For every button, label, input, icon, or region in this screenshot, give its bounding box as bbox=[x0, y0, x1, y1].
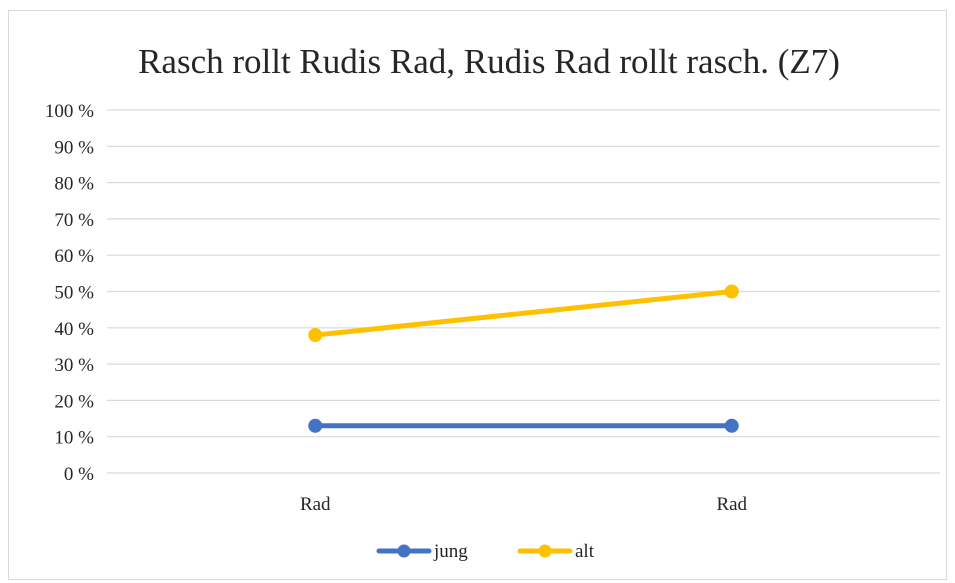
series-alt bbox=[308, 284, 739, 343]
legend-item: alt bbox=[517, 541, 595, 562]
y-tick-label: 20 % bbox=[54, 391, 94, 412]
chart-frame bbox=[8, 10, 947, 580]
y-tick-label: 40 % bbox=[54, 319, 94, 340]
series-line bbox=[312, 289, 735, 338]
y-tick-label: 0 % bbox=[64, 464, 94, 485]
y-tick-label: 100 % bbox=[45, 101, 94, 122]
x-tick-label: Rad bbox=[716, 494, 747, 515]
gridlines bbox=[107, 109, 940, 474]
legend-marker bbox=[397, 544, 411, 558]
data-point bbox=[308, 328, 323, 343]
x-tick-label: Rad bbox=[300, 494, 331, 515]
legend-item: jung bbox=[376, 541, 468, 562]
series-jung bbox=[308, 418, 739, 433]
y-tick-label: 60 % bbox=[54, 246, 94, 267]
data-point bbox=[724, 284, 739, 299]
y-tick-label: 30 % bbox=[54, 355, 94, 376]
y-tick-label: 10 % bbox=[54, 428, 94, 449]
series-lines bbox=[308, 284, 739, 433]
y-tick-label: 50 % bbox=[54, 283, 94, 304]
y-tick-label: 70 % bbox=[54, 210, 94, 231]
data-point bbox=[308, 418, 323, 433]
legend-label: jung bbox=[433, 541, 468, 562]
legend-label: alt bbox=[575, 541, 595, 562]
x-axis-ticks: Rad Rad bbox=[300, 494, 748, 515]
legend: jung alt bbox=[376, 541, 595, 562]
data-point bbox=[724, 418, 739, 433]
chart-title: Rasch rollt Rudis Rad, Rudis Rad rollt r… bbox=[138, 42, 840, 81]
legend-marker bbox=[538, 544, 552, 558]
y-axis-ticks: 0 % 10 % 20 % 30 % 40 % 50 % 60 % 70 % 80 % 90 % 1… bbox=[45, 101, 94, 485]
y-tick-label: 80 % bbox=[54, 174, 94, 195]
y-tick-label: 90 % bbox=[54, 137, 94, 158]
